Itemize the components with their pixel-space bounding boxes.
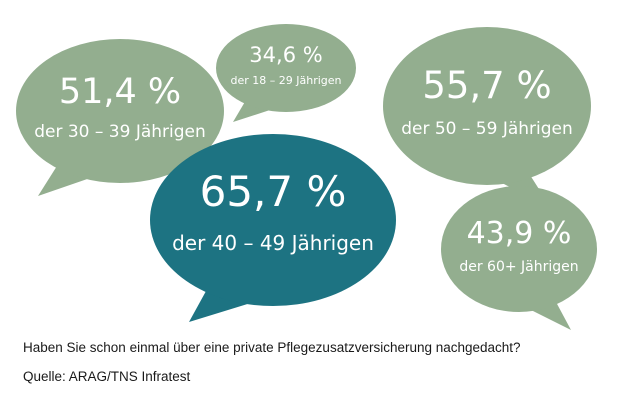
bubble-2: 65,7 % der 40 – 49 Jährigen	[150, 134, 396, 322]
category-label: der 40 – 49 Jährigen	[172, 231, 374, 255]
bubble-1: 51,4 % der 30 – 39 Jährigen	[16, 39, 224, 196]
speech-bubble-chart: 34,6 % der 18 – 29 Jährigen 51,4 % der 30 –…	[16, 24, 597, 330]
bubble-0: 34,6 % der 18 – 29 Jährigen	[216, 24, 356, 122]
category-label: der 30 – 39 Jährigen	[34, 122, 206, 142]
value-label: 43,9 %	[467, 216, 572, 251]
bubble-tail	[38, 158, 96, 196]
category-label: der 18 – 29 Jährigen	[230, 74, 341, 87]
bubble-body	[383, 27, 591, 185]
source-note: Quelle: ARAG/TNS Infratest	[23, 369, 191, 384]
bubble-4: 43,9 % der 60+ Jährigen	[441, 186, 597, 330]
bubble-body	[150, 134, 396, 306]
value-label: 34,6 %	[249, 43, 322, 67]
bubble-body	[16, 39, 224, 183]
category-label: der 60+ Jährigen	[459, 259, 578, 275]
bubble-body	[216, 24, 356, 112]
bubble-tail	[189, 282, 254, 322]
bubble-tail	[233, 100, 270, 122]
value-label: 55,7 %	[422, 64, 551, 107]
bubble-3: 55,7 % der 50 – 59 Jährigen	[383, 27, 591, 208]
bubble-body	[441, 186, 597, 312]
category-label: der 50 – 59 Jährigen	[401, 119, 573, 139]
survey-question: Haben Sie schon einmal über eine private…	[23, 340, 521, 355]
value-label: 51,4 %	[59, 72, 181, 112]
value-label: 65,7 %	[200, 167, 347, 216]
